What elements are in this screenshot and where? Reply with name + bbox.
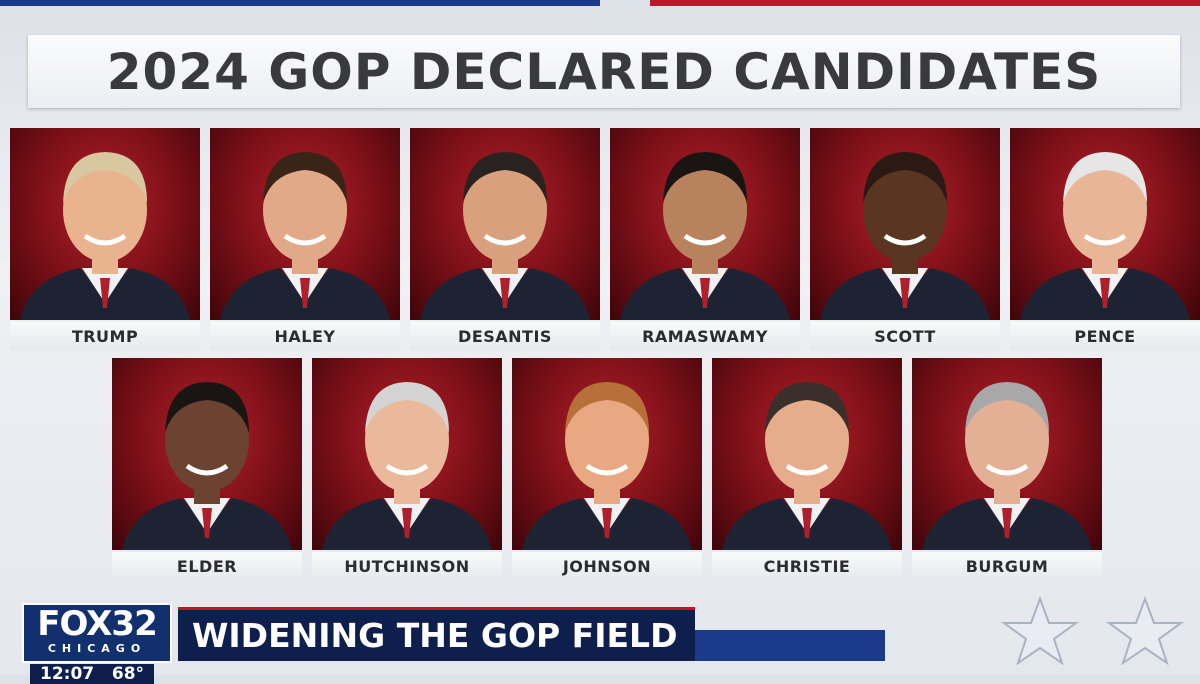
clock: 12:07	[40, 664, 95, 684]
candidate-card: JOHNSON	[512, 358, 702, 580]
candidate-name: SCOTT	[810, 322, 1000, 350]
candidate-name: RAMASWAMY	[610, 322, 800, 350]
candidate-name: CHRISTIE	[712, 552, 902, 580]
candidate-photo	[712, 358, 902, 550]
candidate-card: HUTCHINSON	[312, 358, 502, 580]
top-stripe	[0, 0, 600, 6]
candidate-photo	[1010, 128, 1200, 320]
banner-accent	[695, 630, 885, 661]
candidate-photo	[312, 358, 502, 550]
candidate-card: ELDER	[112, 358, 302, 580]
candidate-card: SCOTT	[810, 128, 1000, 350]
top-stripe	[650, 0, 1200, 6]
candidate-photo	[912, 358, 1102, 550]
candidate-card: TRUMP	[10, 128, 200, 350]
headline: WIDENING THE GOP FIELD	[192, 616, 678, 655]
candidate-photo	[112, 358, 302, 550]
candidate-name: DESANTIS	[410, 322, 600, 350]
candidate-card: CHRISTIE	[712, 358, 902, 580]
candidate-name: HUTCHINSON	[312, 552, 502, 580]
logo-number: 32	[111, 604, 157, 644]
candidate-card: HALEY	[210, 128, 400, 350]
logo-text: FOX	[37, 604, 112, 644]
candidate-name: BURGUM	[912, 552, 1102, 580]
clock-bar: 12:07 68°	[30, 664, 155, 684]
candidate-photo	[410, 128, 600, 320]
candidate-name: JOHNSON	[512, 552, 702, 580]
candidate-photo	[810, 128, 1000, 320]
candidate-photo	[10, 128, 200, 320]
station-logo: FOX32 CHICAGO	[22, 603, 172, 663]
candidate-card: BURGUM	[912, 358, 1102, 580]
title: 2024 GOP DECLARED CANDIDATES	[28, 35, 1180, 108]
candidate-name: ELDER	[112, 552, 302, 580]
temperature: 68°	[111, 664, 145, 684]
candidate-card: PENCE	[1010, 128, 1200, 350]
candidate-name: TRUMP	[10, 322, 200, 350]
candidate-photo	[210, 128, 400, 320]
candidate-photo	[512, 358, 702, 550]
candidate-name: HALEY	[210, 322, 400, 350]
star-decoration	[1000, 596, 1080, 665]
candidate-name: PENCE	[1010, 322, 1200, 350]
candidate-photo	[610, 128, 800, 320]
logo-city: CHICAGO	[47, 642, 147, 655]
candidate-card: DESANTIS	[410, 128, 600, 350]
star-decoration	[1105, 596, 1185, 665]
candidate-card: RAMASWAMY	[610, 128, 800, 350]
headline-banner: WIDENING THE GOP FIELD	[178, 607, 695, 661]
